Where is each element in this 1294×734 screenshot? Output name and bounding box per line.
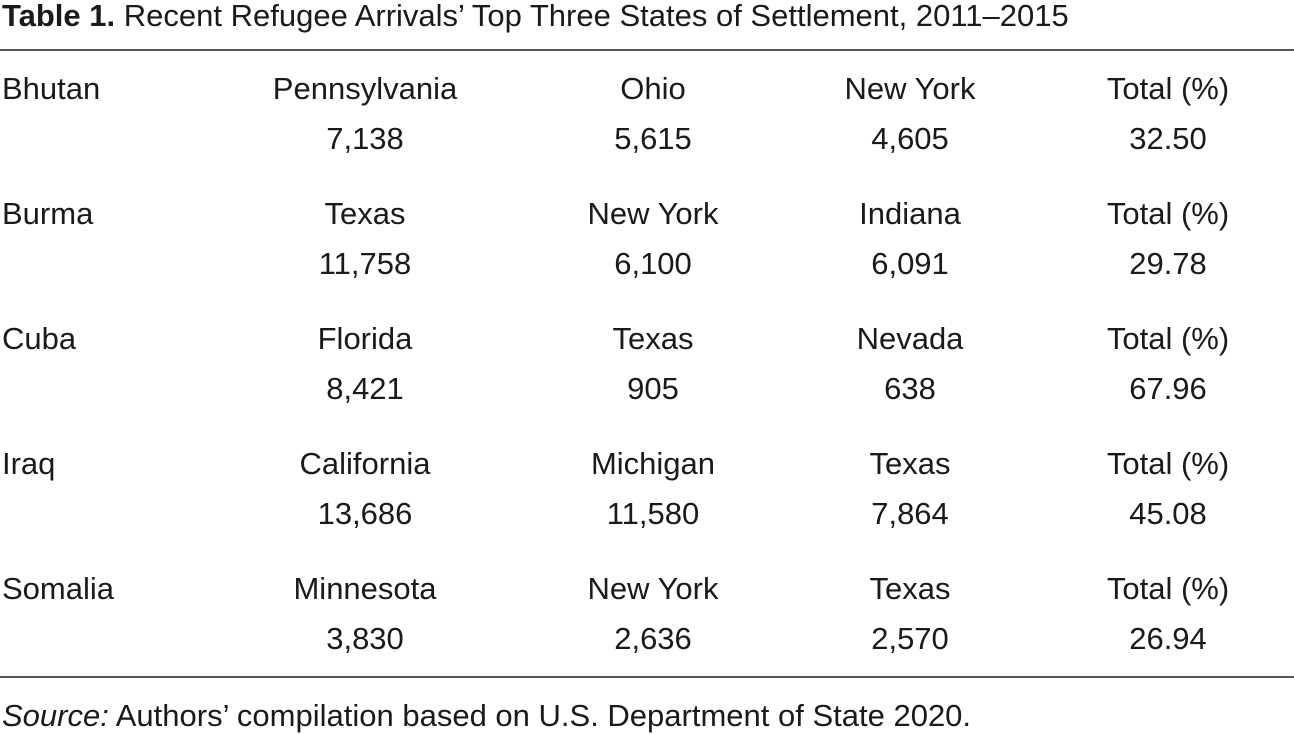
country: Iraq — [2, 446, 56, 481]
total-percent: 45.08 — [1129, 496, 1207, 531]
title-label: Table 1. — [2, 0, 116, 33]
state-name: California — [299, 446, 431, 481]
state-name: Michigan — [590, 446, 716, 481]
total-label: Total (%) — [1106, 321, 1230, 356]
total-label: Total (%) — [1106, 446, 1230, 481]
arrival-count: 4,605 — [871, 121, 949, 156]
country: Bhutan — [2, 71, 101, 106]
state-name: New York — [587, 196, 719, 231]
total-label: Total (%) — [1106, 571, 1230, 606]
total-percent: 32.50 — [1129, 121, 1207, 156]
state-name: Pennsylvania — [272, 71, 458, 106]
state-name: New York — [844, 71, 976, 106]
title: Table 1. Recent Refugee Arrivals’ Top Th… — [2, 0, 1069, 34]
arrival-count: 6,100 — [614, 246, 692, 281]
arrival-count: 7,138 — [326, 121, 404, 156]
state-name: Texas — [612, 321, 694, 356]
state-name: Nevada — [856, 321, 964, 356]
arrival-count: 11,580 — [606, 496, 700, 531]
arrival-count: 11,758 — [318, 246, 412, 281]
state-name: Ohio — [620, 71, 686, 106]
total-percent: 26.94 — [1129, 621, 1207, 656]
state-name: Minnesota — [293, 571, 437, 606]
bottom-rule — [0, 676, 1294, 678]
arrival-count: 6,091 — [871, 246, 949, 281]
total-label: Total (%) — [1106, 196, 1230, 231]
arrival-count: 7,864 — [871, 496, 949, 531]
total-percent: 67.96 — [1129, 371, 1207, 406]
arrival-count: 638 — [884, 371, 936, 406]
total-label: Total (%) — [1106, 71, 1230, 106]
arrival-count: 2,570 — [871, 621, 949, 656]
title-text: Recent Refugee Arrivals’ Top Three State… — [123, 0, 1069, 33]
country: Burma — [2, 196, 94, 231]
state-name: New York — [587, 571, 719, 606]
total-percent: 29.78 — [1129, 246, 1207, 281]
arrival-count: 905 — [627, 371, 679, 406]
country: Cuba — [2, 321, 77, 356]
top-rule — [0, 49, 1294, 51]
source-label: Source: — [2, 698, 109, 733]
state-name: Texas — [324, 196, 406, 231]
country: Somalia — [2, 571, 114, 606]
state-name: Florida — [317, 321, 413, 356]
state-name: Indiana — [859, 196, 961, 231]
arrival-count: 5,615 — [614, 121, 692, 156]
arrival-count: 13,686 — [317, 496, 413, 531]
source-text: Authors’ compilation based on U.S. Depar… — [115, 698, 972, 733]
source: Source: Authors’ compilation based on U.… — [2, 698, 971, 734]
state-name: Texas — [869, 571, 951, 606]
arrival-count: 3,830 — [326, 621, 404, 656]
arrival-count: 8,421 — [326, 371, 404, 406]
state-name: Texas — [869, 446, 951, 481]
arrival-count: 2,636 — [614, 621, 692, 656]
